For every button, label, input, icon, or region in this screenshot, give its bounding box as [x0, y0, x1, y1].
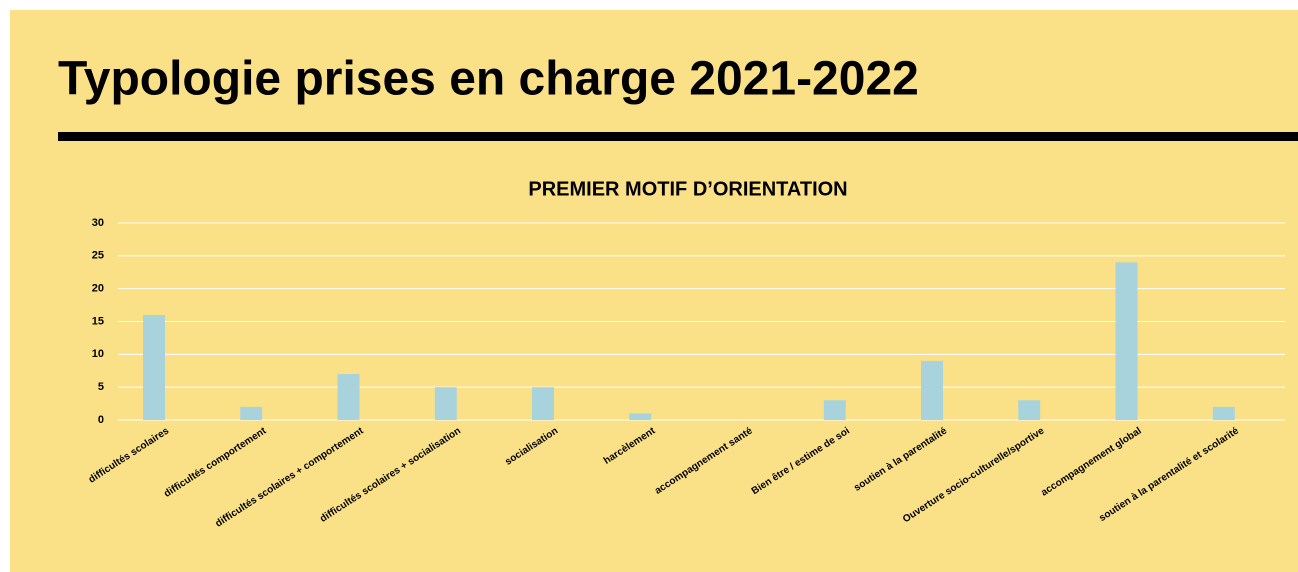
bar — [337, 374, 360, 420]
slide-title: Typologie prises en charge 2021-2022 — [58, 53, 919, 106]
bar — [240, 406, 263, 420]
y-tick-label: 0 — [98, 414, 104, 426]
bar — [1212, 406, 1235, 420]
y-tick-label: 5 — [98, 381, 104, 393]
bar — [1115, 262, 1138, 420]
bar — [921, 360, 943, 420]
y-tick-label: 25 — [92, 250, 104, 262]
chart-title: PREMIER MOTIF D’ORIENTATION — [528, 178, 847, 200]
y-tick-label: 10 — [92, 348, 104, 360]
bar — [629, 413, 652, 420]
bar — [434, 387, 457, 420]
bar — [532, 387, 554, 420]
bar — [143, 314, 165, 420]
bar — [823, 400, 846, 420]
y-tick-label: 15 — [92, 315, 104, 327]
bar — [1018, 400, 1041, 420]
y-tick-label: 20 — [92, 283, 104, 295]
slide-background — [10, 10, 1298, 572]
y-tick-label: 30 — [92, 217, 104, 229]
title-rule — [58, 132, 1298, 141]
